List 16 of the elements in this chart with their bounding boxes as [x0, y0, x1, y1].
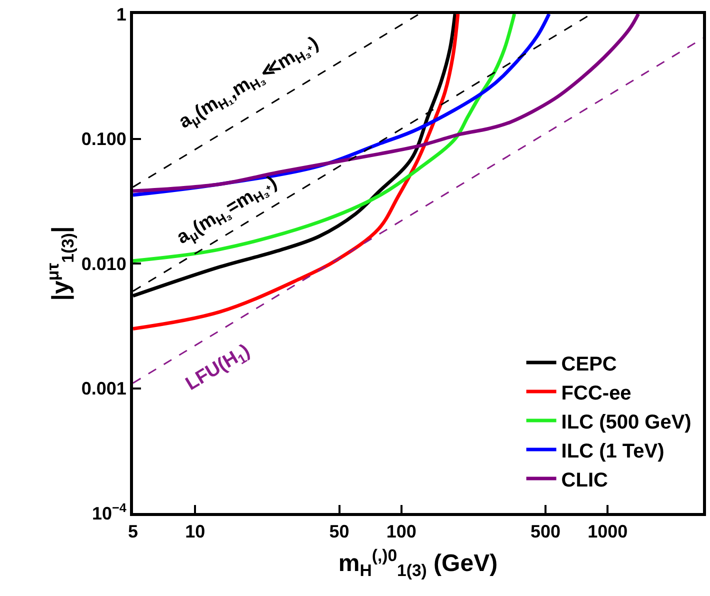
y-tick-label: 0.100 [81, 129, 126, 150]
y-tick-label: 0.001 [81, 378, 126, 399]
legend-label: ILC (1 TeV) [561, 440, 664, 462]
legend-label: FCC-ee [561, 382, 632, 404]
x-tick-label: 5 [128, 522, 138, 542]
x-tick-label: 10 [185, 522, 206, 542]
legend-label: ILC (500 GeV) [561, 411, 692, 434]
y-tick-label: 1 [116, 4, 126, 24]
x-tick-label: 1000 [588, 522, 628, 542]
x-tick-label: 50 [329, 522, 350, 542]
legend-label: CLIC [561, 469, 608, 492]
y-tick-label: 10$^{−4}$ [92, 500, 126, 524]
y-tick-label: 0.010 [81, 254, 126, 274]
x-tick-label: 500 [530, 522, 561, 542]
x-tick-label: 100 [386, 522, 416, 542]
legend-label: CEPC [561, 353, 617, 376]
